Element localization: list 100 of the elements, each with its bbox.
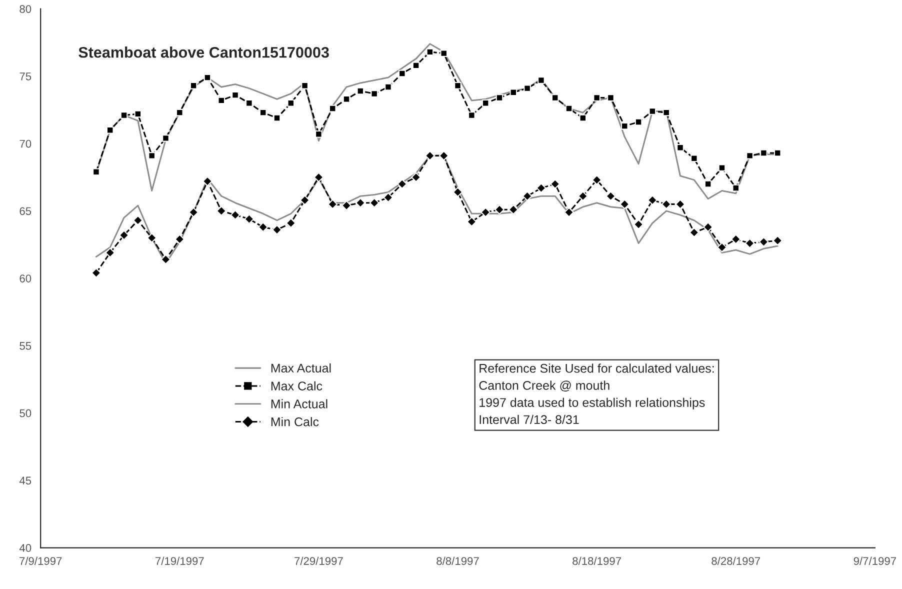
point	[620, 122, 628, 130]
point	[146, 232, 157, 243]
y-tick-label: 65	[20, 207, 32, 216]
point	[286, 218, 296, 228]
point	[772, 236, 783, 246]
point	[690, 154, 698, 162]
y-tick-label: 75	[20, 72, 32, 80]
point	[607, 94, 614, 102]
point	[188, 207, 198, 218]
point	[438, 150, 449, 161]
point	[202, 176, 212, 186]
point	[454, 82, 462, 90]
point	[425, 150, 435, 161]
x-tick-label: 8/8/1997	[436, 556, 479, 565]
point	[314, 172, 324, 182]
point	[746, 152, 754, 160]
point	[119, 230, 129, 240]
point	[730, 234, 741, 244]
point	[272, 224, 282, 235]
point	[120, 112, 128, 119]
point	[174, 234, 185, 244]
point	[468, 112, 476, 119]
point	[704, 180, 712, 188]
point	[160, 254, 171, 264]
point	[634, 118, 642, 126]
point	[300, 195, 310, 206]
point	[675, 199, 686, 210]
point	[148, 152, 156, 160]
y-tick-label: 55	[20, 342, 32, 350]
point	[287, 100, 295, 107]
point	[230, 210, 240, 220]
point	[536, 183, 546, 193]
point	[132, 215, 143, 226]
point	[550, 179, 560, 189]
legend-label: Min Calc	[271, 417, 319, 426]
legend-label: Max Calc	[271, 381, 322, 390]
point	[258, 222, 268, 232]
point	[134, 110, 142, 118]
legend-label: Max Actual	[271, 363, 331, 373]
point	[342, 200, 352, 210]
point	[301, 82, 308, 90]
point	[105, 248, 116, 258]
point	[397, 179, 408, 189]
point	[452, 187, 463, 198]
x-tick-label: 7/9/1997	[20, 556, 62, 565]
point	[551, 94, 559, 102]
point	[355, 198, 366, 208]
point	[758, 236, 769, 247]
point	[426, 48, 434, 56]
point	[398, 70, 406, 78]
point	[648, 195, 658, 206]
x-tick-label: 8/18/1997	[572, 556, 621, 565]
point	[717, 242, 727, 252]
point	[703, 222, 714, 232]
point	[592, 175, 602, 185]
point	[661, 199, 672, 210]
point	[370, 90, 378, 98]
point	[593, 94, 600, 102]
point	[524, 84, 531, 92]
point	[384, 83, 392, 91]
point	[315, 130, 322, 138]
point	[760, 149, 768, 157]
y-tick-label: 70	[20, 140, 32, 148]
point	[620, 199, 630, 210]
point	[579, 114, 587, 122]
y-tick-label: 50	[20, 409, 32, 418]
point	[216, 206, 226, 216]
point	[648, 108, 656, 115]
y-tick-label: 80	[20, 5, 32, 13]
point	[244, 214, 254, 224]
point	[689, 228, 700, 238]
point	[480, 207, 491, 218]
point	[676, 144, 684, 152]
point	[538, 76, 545, 84]
point	[440, 50, 448, 57]
x-tick-label: 7/29/1997	[294, 556, 343, 565]
point	[328, 104, 336, 112]
point	[744, 238, 755, 248]
point	[496, 94, 504, 102]
point	[162, 134, 170, 142]
point	[176, 108, 184, 116]
y-tick-label: 60	[20, 274, 32, 282]
point	[634, 219, 644, 230]
point	[565, 104, 573, 112]
point	[774, 149, 782, 157]
y-tick-label: 45	[19, 476, 32, 485]
text: Steamboat above Canton15170003	[78, 46, 329, 58]
point	[273, 114, 281, 122]
point	[494, 204, 504, 215]
point	[564, 207, 574, 218]
point	[369, 198, 380, 208]
point	[342, 95, 350, 103]
x-tick-label: 7/19/1997	[156, 556, 204, 565]
x-tick-label: 9/7/1997	[854, 556, 896, 565]
x-tick-label: 8/28/1997	[712, 556, 760, 565]
point	[383, 192, 394, 202]
point	[482, 100, 490, 107]
point	[328, 199, 338, 210]
point	[411, 172, 421, 182]
annotation: Reference Site Used for calculated values: Canton Creek @ mouth 1997 data used to establish relationships Interval 7/13- 8/31	[479, 364, 714, 424]
